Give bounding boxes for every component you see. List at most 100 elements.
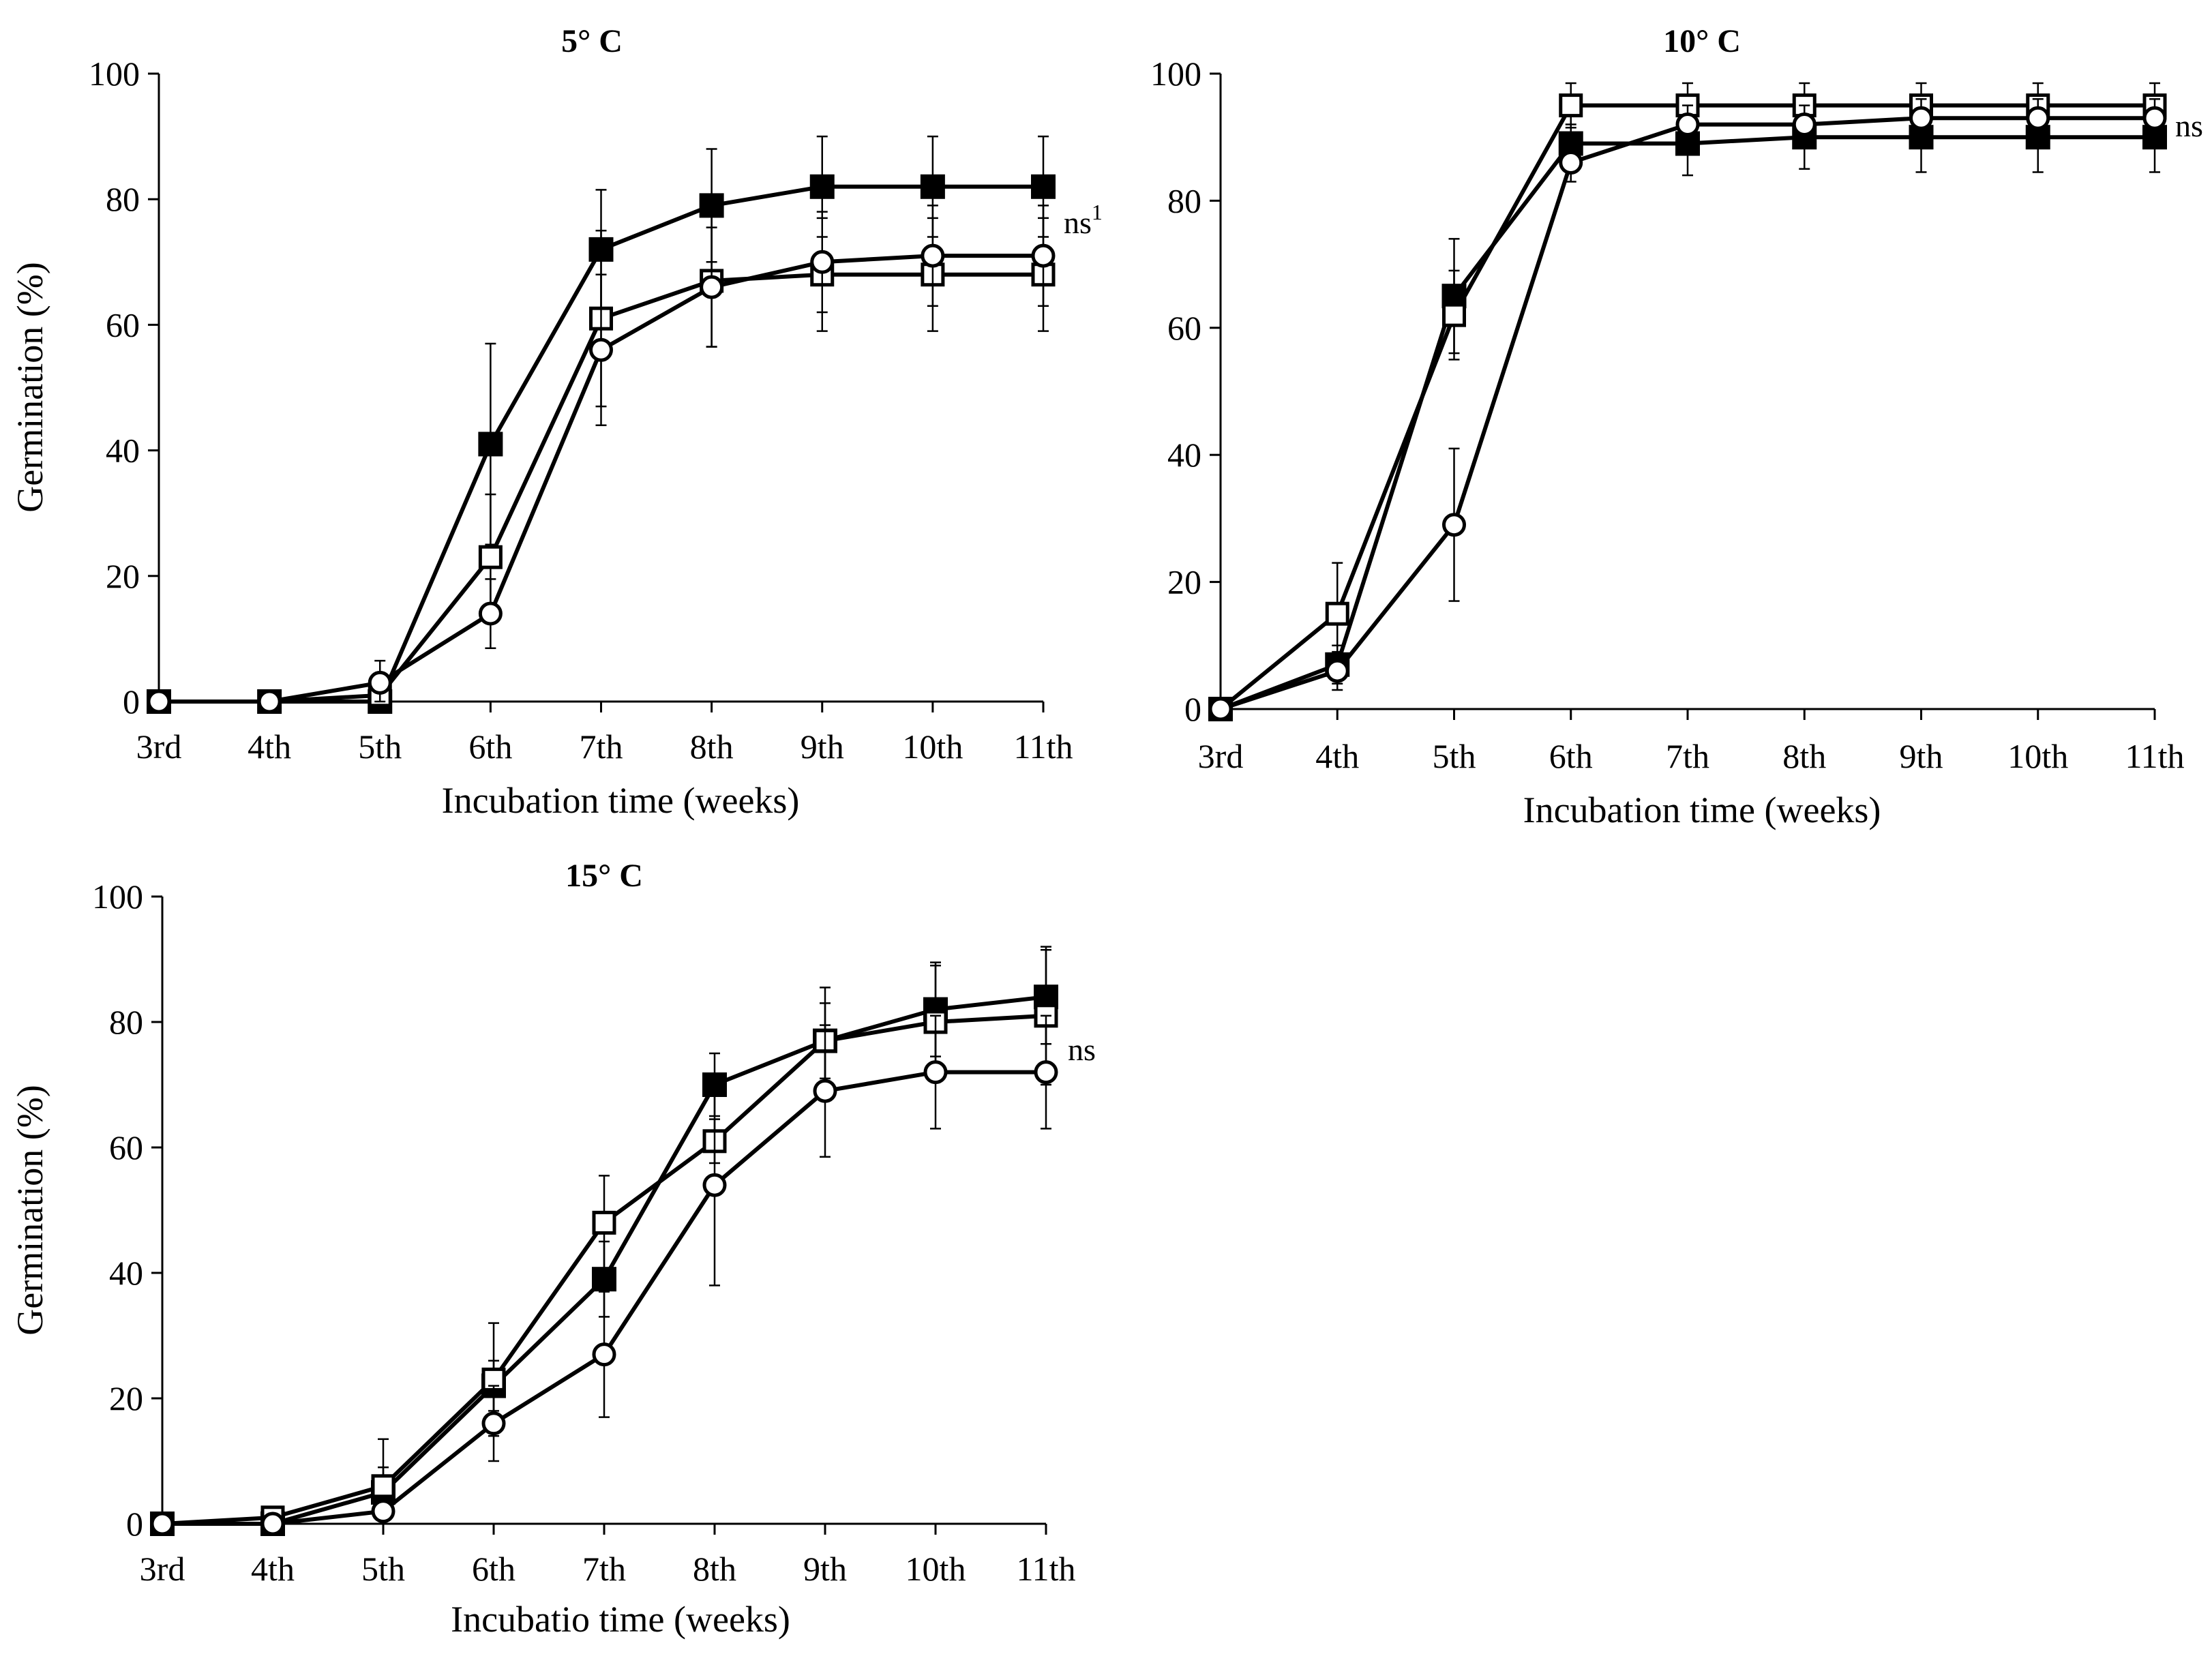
y-tick-label: 0 [1184, 690, 1201, 728]
x-tick-label: 6th [468, 727, 512, 766]
data-point [1909, 106, 1933, 130]
annotation-superscript: 1 [1092, 200, 1103, 224]
x-tick-label: 5th [361, 1550, 405, 1588]
data-point [478, 601, 503, 626]
data-point [592, 1210, 616, 1235]
data-point [150, 1512, 175, 1536]
data-point [589, 337, 613, 362]
data-point [1442, 303, 1466, 327]
data-point [1031, 243, 1056, 268]
y-tick-label: 20 [109, 1379, 143, 1417]
data-point [809, 174, 835, 199]
data-point [1325, 601, 1349, 626]
x-tick-label: 5th [358, 727, 402, 766]
x-tick-label: 8th [693, 1550, 736, 1588]
x-axis-title: Incubation time (weeks) [1523, 790, 1881, 830]
x-tick-label: 11th [1013, 727, 1073, 766]
y-tick-label: 40 [109, 1254, 143, 1292]
series-open-square [150, 946, 1058, 1536]
y-tick-label: 0 [126, 1505, 143, 1543]
y-tick-label: 100 [89, 55, 140, 93]
data-point [813, 1079, 837, 1103]
data-point [1559, 93, 1583, 118]
y-tick-label: 80 [106, 180, 140, 218]
x-tick-label: 3rd [1198, 737, 1244, 775]
chart-panel-2: 0 20 40 60 80 100 3rd 4th 5th 6th 7th 8th 9th 10th 11t… [1150, 23, 2203, 830]
annotation-text: ns [1068, 1032, 1096, 1067]
data-point [260, 1512, 285, 1536]
x-tick-label: 8th [1782, 737, 1826, 775]
chart-panel-1: 0 20 40 60 80 100 3rd 4th 5th 6th 7th 8th 9th 10th 11t… [10, 23, 1103, 821]
y-tick-label: 20 [1167, 563, 1201, 601]
y-tick-label: 100 [1150, 55, 1201, 93]
y-tick-label: 80 [1167, 181, 1201, 220]
y-tick-label: 60 [106, 305, 140, 344]
data-point [700, 275, 724, 299]
chart-title: 15° C [565, 858, 643, 894]
data-point [1208, 697, 1233, 721]
series-open-circle [1208, 98, 2167, 721]
y-tick-label: 60 [1167, 309, 1201, 347]
significance-annotation: ns [1068, 1032, 1096, 1067]
x-tick-label: 11th [2125, 737, 2184, 775]
series-line [1220, 116, 2155, 711]
data-point [699, 193, 724, 218]
x-tick-label: 7th [582, 1550, 626, 1588]
data-point [810, 250, 835, 274]
x-tick-label: 10th [906, 1550, 966, 1588]
data-point [2026, 106, 2050, 130]
data-point [1034, 1060, 1058, 1085]
data-point [478, 545, 503, 569]
data-point [1792, 112, 1817, 137]
x-tick-label: 9th [803, 1550, 847, 1588]
data-point [257, 689, 282, 714]
series-line [1219, 103, 2155, 711]
x-tick-label: 4th [1315, 737, 1359, 775]
chart-title: 5° C [561, 23, 623, 59]
y-tick-label: 80 [109, 1003, 143, 1041]
x-tick-label: 4th [248, 727, 291, 766]
chart-panel-3: 0 20 40 60 80 100 3rd 4th 5th 6th 7th 8th 9th 10th 11t… [10, 858, 1096, 1640]
x-tick-label: 6th [1549, 737, 1593, 775]
data-point [702, 1173, 727, 1197]
series-filled-square [1208, 101, 2167, 721]
data-point [368, 670, 392, 695]
data-point [1325, 659, 1349, 683]
data-point [481, 1411, 506, 1436]
y-axis-title: Germination (%) [10, 1085, 50, 1335]
y-tick-label: 100 [92, 877, 143, 916]
y-tick-label: 20 [106, 557, 140, 595]
data-point [923, 1060, 948, 1085]
series-open-circle [150, 1014, 1058, 1536]
data-point [371, 1474, 395, 1499]
data-point [1559, 150, 1583, 175]
y-tick-label: 40 [106, 432, 140, 470]
x-tick-label: 3rd [140, 1550, 185, 1588]
data-point [478, 432, 503, 457]
x-tick-label: 3rd [136, 727, 182, 766]
data-point [920, 174, 945, 199]
x-axis-title: Incubation time (weeks) [442, 780, 800, 821]
x-tick-label: 5th [1433, 737, 1476, 775]
y-tick-label: 60 [109, 1128, 143, 1167]
y-axis-title: Germination (%) [10, 262, 50, 512]
x-axis-title: Incubatio time (weeks) [451, 1599, 790, 1640]
x-tick-label: 11th [1016, 1550, 1075, 1588]
x-tick-label: 7th [580, 727, 623, 766]
series-open-square [1208, 82, 2167, 721]
series-open-circle [147, 205, 1056, 714]
x-tick-label: 8th [690, 727, 734, 766]
data-point [2142, 106, 2167, 130]
x-tick-label: 6th [472, 1550, 515, 1588]
data-point [921, 243, 945, 268]
annotation-text: ns [1064, 205, 1092, 240]
significance-annotation: ns1 [1064, 200, 1103, 240]
data-point [1442, 513, 1466, 537]
data-point [592, 1267, 616, 1292]
x-tick-label: 7th [1666, 737, 1709, 775]
data-point [592, 1342, 616, 1367]
y-tick-label: 0 [123, 682, 140, 721]
chart-title: 10° C [1663, 23, 1741, 59]
